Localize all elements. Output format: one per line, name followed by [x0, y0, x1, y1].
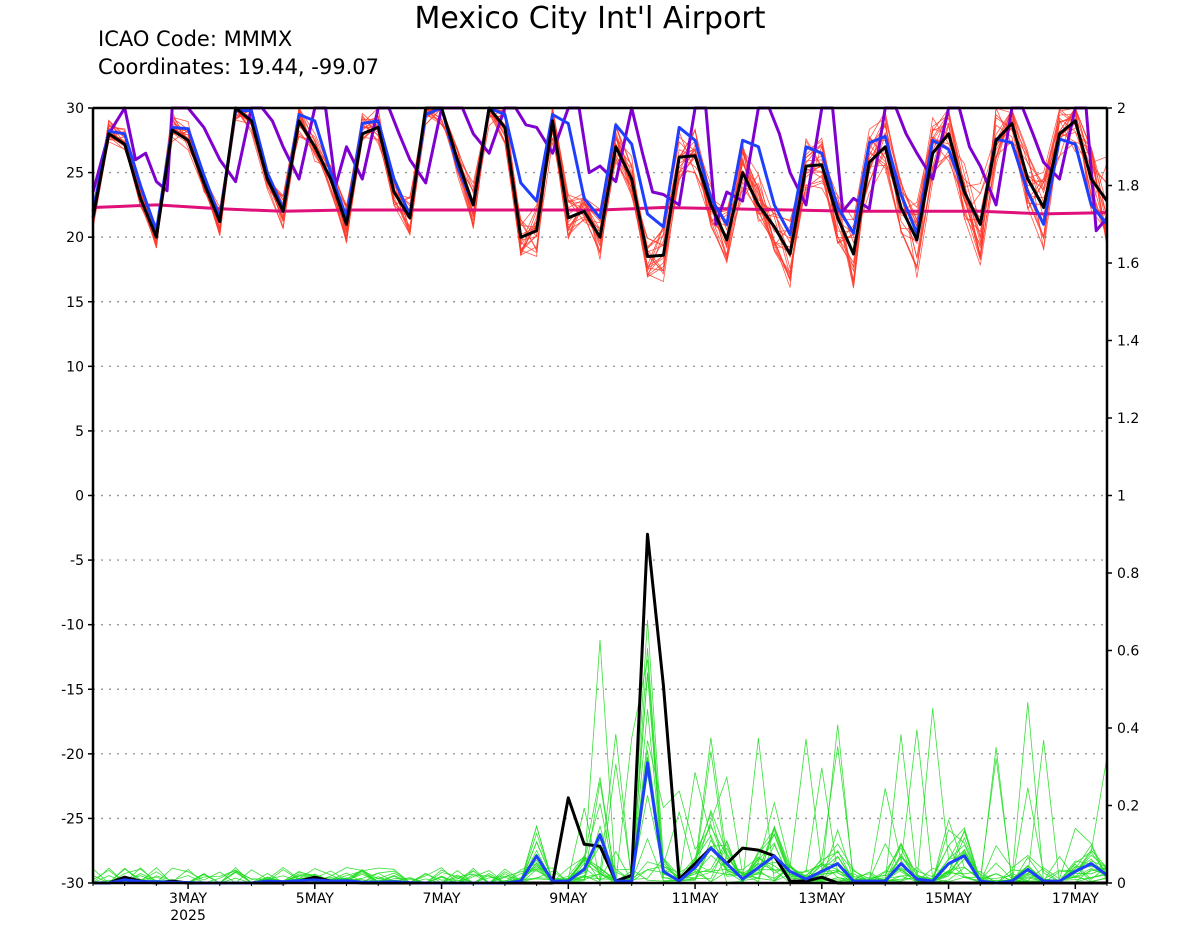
precip-member-line [93, 740, 1108, 884]
x-tick-label: 7MAY [423, 891, 461, 907]
left-axis-ticks: 30 25 20 15 10 5 0 -5 -10 -15 -20 -25 -30 [61, 101, 93, 892]
left-tick-label: 20 [66, 230, 84, 246]
temperature-mean-line [91, 106, 1109, 237]
temperature-control-line [91, 106, 1109, 258]
precipitation-mean-line [93, 761, 1108, 885]
right-tick-label: 0 [1117, 876, 1126, 892]
precip-member-line [92, 619, 1108, 884]
right-axis-ticks: 2 1.8 1.6 1.4 1.2 1 0.8 0.6 0.4 0.2 0 [1107, 101, 1139, 892]
x-tick-label: 13MAY [798, 891, 845, 907]
left-tick-label: 15 [66, 295, 84, 311]
right-tick-label: 1.6 [1117, 256, 1139, 272]
left-tick-label: -15 [61, 682, 84, 698]
precip-member-line [93, 639, 1108, 884]
left-tick-label: -25 [61, 811, 84, 827]
x-tick-label: 15MAY [925, 891, 972, 907]
temperature-extra-line [91, 106, 1109, 233]
icao-code-label: ICAO Code: MMMX [98, 27, 293, 51]
left-tick-label: 5 [75, 424, 84, 440]
left-tick-label: 10 [66, 359, 84, 375]
precip-member-line [93, 672, 1108, 884]
precip-member-line [92, 708, 1108, 884]
right-tick-label: 0.4 [1117, 721, 1139, 737]
x-tick-label: 9MAY [549, 891, 587, 907]
chart-title: Mexico City Int'l Airport [414, 1, 766, 36]
right-tick-label: 1.8 [1117, 179, 1139, 195]
right-tick-label: 1.2 [1117, 411, 1139, 427]
right-tick-label: 1 [1117, 489, 1126, 505]
left-tick-label: -20 [61, 747, 84, 763]
x-tick-label: 11MAY [672, 891, 719, 907]
left-tick-label: -10 [61, 618, 84, 634]
left-tick-label: 0 [75, 489, 84, 505]
right-tick-label: 1.4 [1117, 334, 1139, 350]
right-tick-label: 0.8 [1117, 566, 1139, 582]
right-tick-label: 0.6 [1117, 644, 1139, 660]
precipitation-control-line [93, 532, 1107, 885]
x-tick-label: 17MAY [1052, 891, 1099, 907]
precip-member-line [92, 746, 1108, 884]
coordinates-label: Coordinates: 19.44, -99.07 [98, 55, 379, 79]
left-tick-label: -30 [61, 876, 84, 892]
x-tick-label: 3MAY [169, 891, 207, 907]
left-tick-label: 25 [66, 166, 84, 182]
right-tick-label: 0.2 [1117, 799, 1139, 815]
x-tick-year-label: 2025 [170, 908, 206, 924]
left-tick-label: 30 [66, 101, 84, 117]
x-tick-label: 5MAY [296, 891, 334, 907]
right-tick-label: 2 [1117, 101, 1126, 117]
gridlines [93, 171, 1107, 820]
precip-member-line [93, 747, 1108, 885]
left-tick-label: -5 [70, 553, 84, 569]
